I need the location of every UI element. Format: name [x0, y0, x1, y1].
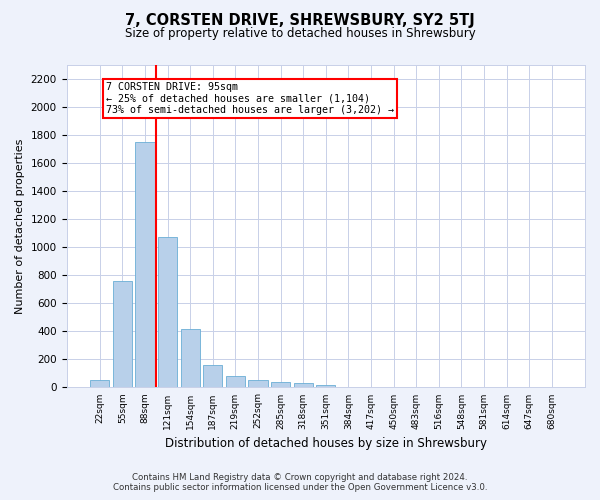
Bar	[271, 382, 290, 388]
Bar	[181, 328, 200, 388]
Bar	[90, 380, 109, 388]
Bar	[158, 238, 177, 388]
Bar	[113, 281, 132, 388]
Bar	[316, 384, 335, 388]
Bar	[248, 380, 268, 388]
Y-axis label: Number of detached properties: Number of detached properties	[15, 138, 25, 314]
X-axis label: Distribution of detached houses by size in Shrewsbury: Distribution of detached houses by size …	[165, 437, 487, 450]
Text: Contains HM Land Registry data © Crown copyright and database right 2024.
Contai: Contains HM Land Registry data © Crown c…	[113, 473, 487, 492]
Text: 7, CORSTEN DRIVE, SHREWSBURY, SY2 5TJ: 7, CORSTEN DRIVE, SHREWSBURY, SY2 5TJ	[125, 12, 475, 28]
Bar	[203, 365, 223, 388]
Bar	[226, 376, 245, 388]
Bar	[293, 383, 313, 388]
Text: Size of property relative to detached houses in Shrewsbury: Size of property relative to detached ho…	[125, 28, 475, 40]
Bar	[136, 142, 155, 388]
Text: 7 CORSTEN DRIVE: 95sqm
← 25% of detached houses are smaller (1,104)
73% of semi-: 7 CORSTEN DRIVE: 95sqm ← 25% of detached…	[106, 82, 394, 115]
